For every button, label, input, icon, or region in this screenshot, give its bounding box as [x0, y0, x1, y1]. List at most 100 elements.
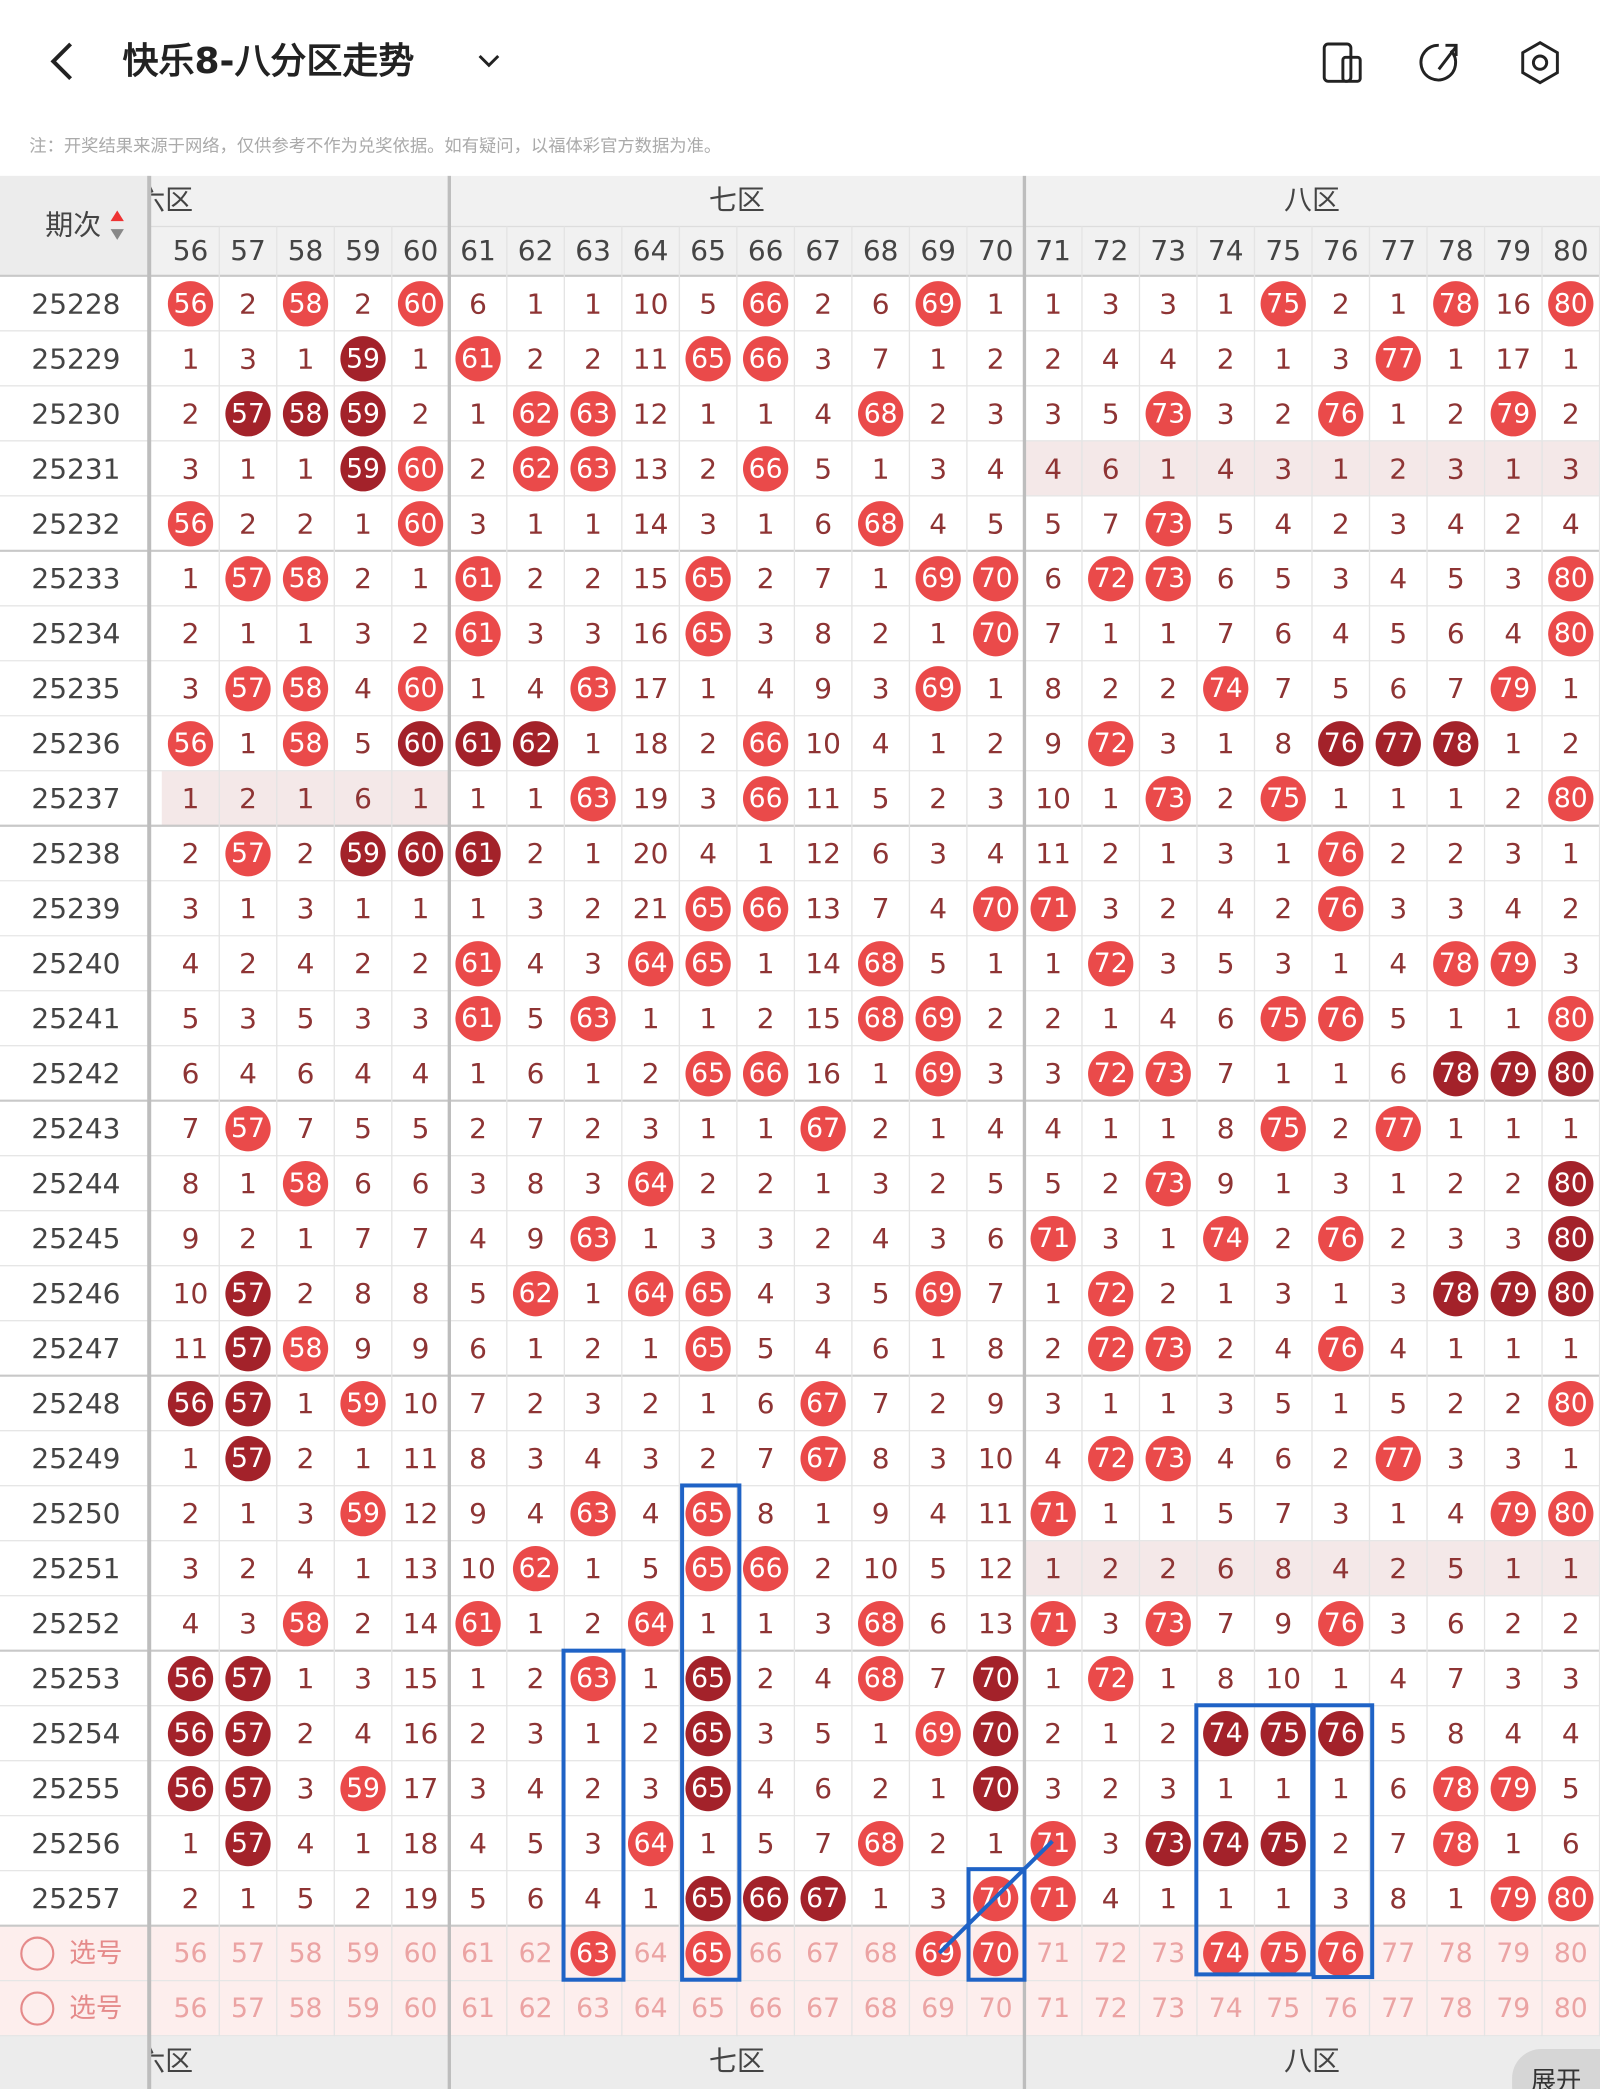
selected-number[interactable]: 76	[1324, 1938, 1358, 1969]
hit-ball	[1088, 556, 1134, 602]
title-dropdown[interactable]	[478, 54, 500, 68]
select-number[interactable]: 61	[461, 1938, 495, 1969]
miss-count: 3	[987, 1057, 1005, 1090]
selected-ball[interactable]	[973, 1930, 1019, 1977]
select-number[interactable]: 76	[1324, 1993, 1358, 2024]
sort-down[interactable]	[110, 229, 124, 240]
select-number[interactable]: 71	[1036, 1938, 1070, 1969]
select-number[interactable]: 71	[1036, 1993, 1070, 2024]
select-number[interactable]: 58	[289, 1993, 323, 2024]
hit-ball	[1145, 1436, 1191, 1482]
select-number[interactable]: 77	[1381, 1938, 1415, 1969]
select-number[interactable]: 60	[404, 1938, 438, 1969]
column-number: 64	[633, 234, 669, 267]
miss-count: 7	[872, 1387, 890, 1420]
select-number[interactable]: 65	[691, 1993, 725, 2024]
select-number[interactable]: 60	[404, 1993, 438, 2024]
selected-ball[interactable]	[570, 1930, 616, 1977]
select-number[interactable]: 69	[921, 1993, 955, 2024]
select-number[interactable]: 80	[1554, 1993, 1588, 2024]
select-label[interactable]: 选号	[69, 1938, 122, 1969]
selected-ball[interactable]	[1318, 1930, 1364, 1977]
period: 25253	[31, 1662, 120, 1695]
miss-count: 1	[757, 397, 775, 430]
miss-count: 7	[872, 892, 890, 925]
settings-icon[interactable]	[1521, 40, 1559, 85]
select-number[interactable]: 58	[289, 1938, 323, 1969]
select-number[interactable]: 64	[634, 1938, 668, 1969]
select-radio[interactable]	[20, 1936, 55, 1971]
select-number[interactable]: 78	[1439, 1993, 1473, 2024]
miss-count: 4	[1562, 1717, 1580, 1750]
device-icon[interactable]	[1322, 42, 1362, 83]
hit-ball	[512, 1546, 559, 1592]
select-number[interactable]: 56	[174, 1938, 208, 1969]
select-number[interactable]: 78	[1439, 1938, 1473, 1969]
miss-count: 5	[1389, 617, 1407, 650]
select-number[interactable]: 57	[231, 1938, 265, 1969]
selected-number[interactable]: 74	[1209, 1938, 1243, 1969]
selected-ball[interactable]	[1203, 1930, 1249, 1977]
hit-ball	[1490, 941, 1536, 987]
selected-number[interactable]: 70	[979, 1938, 1013, 1969]
select-number[interactable]: 67	[806, 1993, 840, 2024]
select-number[interactable]: 75	[1266, 1993, 1300, 2024]
hit-ball	[1088, 1655, 1134, 1702]
miss-count: 2	[814, 1222, 832, 1255]
miss-count: 3	[584, 1827, 602, 1860]
miss-count: 1	[1389, 397, 1407, 430]
select-number[interactable]: 80	[1554, 1938, 1588, 1969]
selected-number[interactable]: 63	[576, 1938, 610, 1969]
hit-ball	[340, 446, 386, 492]
select-number[interactable]: 72	[1094, 1993, 1128, 2024]
select-radio[interactable]	[20, 1991, 55, 2026]
expand-label[interactable]: 展开	[1531, 2066, 1582, 2089]
selected-number[interactable]: 75	[1266, 1938, 1300, 1969]
hit-number: 66	[749, 288, 783, 319]
selected-ball[interactable]	[1260, 1930, 1306, 1977]
miss-count: 1	[1332, 782, 1350, 815]
select-number[interactable]: 64	[634, 1993, 668, 2024]
select-number[interactable]: 68	[864, 1938, 898, 1969]
select-number[interactable]: 61	[461, 1993, 495, 2024]
back-button[interactable]	[50, 42, 73, 81]
hit-ball	[627, 1161, 674, 1207]
select-number[interactable]: 77	[1381, 1993, 1415, 2024]
select-number[interactable]: 66	[749, 1938, 783, 1969]
hit-ball	[800, 1875, 846, 1922]
hit-number: 76	[1324, 728, 1358, 759]
select-number[interactable]: 59	[346, 1993, 380, 2024]
miss-count: 5	[1217, 947, 1235, 980]
select-number[interactable]: 70	[979, 1993, 1013, 2024]
sort-up[interactable]	[110, 210, 124, 222]
hit-ball	[685, 611, 731, 657]
select-number[interactable]: 62	[519, 1938, 553, 1969]
selected-number[interactable]: 65	[691, 1938, 725, 1969]
select-number[interactable]: 68	[864, 1993, 898, 2024]
selected-ball[interactable]	[685, 1930, 731, 1977]
miss-count: 4	[872, 1222, 890, 1255]
expand-button[interactable]	[1512, 2049, 1600, 2089]
select-number[interactable]: 73	[1151, 1938, 1185, 1969]
hit-number: 73	[1151, 398, 1185, 429]
select-number[interactable]: 62	[519, 1993, 553, 2024]
select-number[interactable]: 63	[576, 1993, 610, 2024]
hit-number: 80	[1554, 1498, 1588, 1529]
select-number[interactable]: 79	[1496, 1993, 1530, 2024]
select-number[interactable]: 56	[174, 1993, 208, 2024]
select-number[interactable]: 74	[1209, 1993, 1243, 2024]
hit-ball	[1145, 1600, 1191, 1647]
hit-number: 57	[231, 1663, 265, 1694]
select-number[interactable]: 67	[806, 1938, 840, 1969]
hit-number: 65	[691, 1883, 725, 1914]
select-number[interactable]: 79	[1496, 1938, 1530, 1969]
select-number[interactable]: 73	[1151, 1993, 1185, 2024]
select-number[interactable]: 57	[231, 1993, 265, 2024]
share-icon[interactable]	[1419, 43, 1458, 82]
hit-ball	[1145, 1051, 1191, 1097]
hit-number: 62	[519, 1553, 553, 1584]
select-number[interactable]: 59	[346, 1938, 380, 1969]
select-number[interactable]: 72	[1094, 1938, 1128, 1969]
select-label[interactable]: 选号	[69, 1993, 122, 2024]
select-number[interactable]: 66	[749, 1993, 783, 2024]
